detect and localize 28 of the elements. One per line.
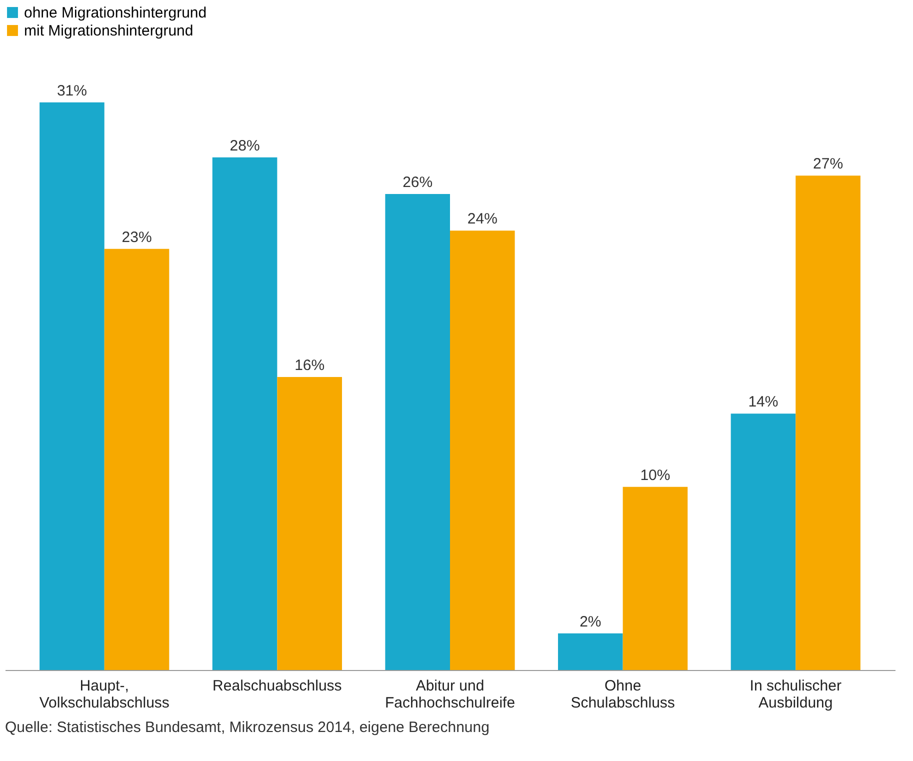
bar bbox=[450, 230, 515, 670]
x-tick-label: Abitur und Fachhochschulreife bbox=[384, 678, 516, 712]
data-label: 28% bbox=[230, 137, 260, 154]
x-tick-label: Realschuabschluss bbox=[212, 678, 342, 694]
bar bbox=[212, 157, 278, 670]
bar bbox=[558, 633, 623, 670]
legend-label: mit Migrationshintergrund bbox=[24, 22, 194, 40]
bar bbox=[277, 377, 342, 670]
data-label: 16% bbox=[294, 357, 325, 374]
x-tick-label: Ohne Schulabschluss bbox=[570, 678, 675, 712]
data-label: 27% bbox=[813, 156, 844, 173]
data-label: 2% bbox=[580, 613, 602, 630]
x-tick-label: In schulischer Ausbildung bbox=[750, 678, 842, 712]
legend-label: ohne Migrationshintergrund bbox=[24, 4, 207, 22]
bar bbox=[730, 414, 796, 670]
source-note: Quelle: Statistisches Bundesamt, Mikrozensus 2014, eigene Berechnung bbox=[5, 719, 490, 736]
data-label: 23% bbox=[122, 228, 152, 246]
data-label: 14% bbox=[748, 394, 778, 411]
data-label: 24% bbox=[467, 210, 498, 228]
bar bbox=[104, 248, 170, 670]
bar bbox=[796, 176, 860, 670]
bar bbox=[622, 486, 688, 670]
bar bbox=[385, 194, 450, 670]
bar bbox=[40, 102, 104, 670]
data-label: 26% bbox=[402, 174, 433, 191]
data-label: 10% bbox=[640, 466, 670, 484]
x-tick-label: Haupt-, Volkschulabschluss bbox=[39, 678, 170, 712]
data-label: 31% bbox=[56, 82, 87, 100]
